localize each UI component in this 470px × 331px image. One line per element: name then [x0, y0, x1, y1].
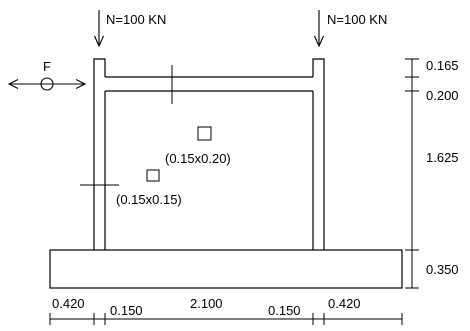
horizontal-dim-0: 0.420: [52, 296, 85, 311]
horizontal-dim-3: 0.150: [268, 303, 301, 318]
horizontal-dim-2: 2.100: [190, 296, 223, 311]
horizontal-dim-4: 0.420: [328, 296, 361, 311]
horizontal-force-label: F: [43, 59, 51, 74]
left-column: [93, 58, 106, 250]
column-section-square: [146, 169, 160, 182]
beam-section-label: (0.15x0.20): [165, 151, 231, 166]
horizontal-dim-1: 0.150: [110, 303, 143, 318]
portal-frame: [49, 58, 403, 289]
vertical-dim-1: 0.200: [426, 88, 459, 103]
vertical-dim-0: 0.165: [426, 58, 459, 73]
horizontal-dimension-line: [49, 313, 403, 325]
foundation-slab: [49, 249, 403, 289]
horizontal-force-arrow: [7, 77, 87, 91]
column-section-label: (0.15x0.15): [116, 192, 182, 207]
right-load-arrow: [313, 10, 325, 48]
vertical-dim-2: 1.625: [426, 150, 459, 165]
beam-section-square: [197, 126, 212, 141]
right-load-label: N=100 KN: [327, 12, 387, 27]
left-load-arrow: [93, 10, 105, 48]
vertical-dim-3: 0.350: [426, 262, 459, 277]
vertical-dimension-line: [405, 58, 419, 289]
left-load-label: N=100 KN: [106, 12, 166, 27]
right-column: [312, 58, 325, 250]
